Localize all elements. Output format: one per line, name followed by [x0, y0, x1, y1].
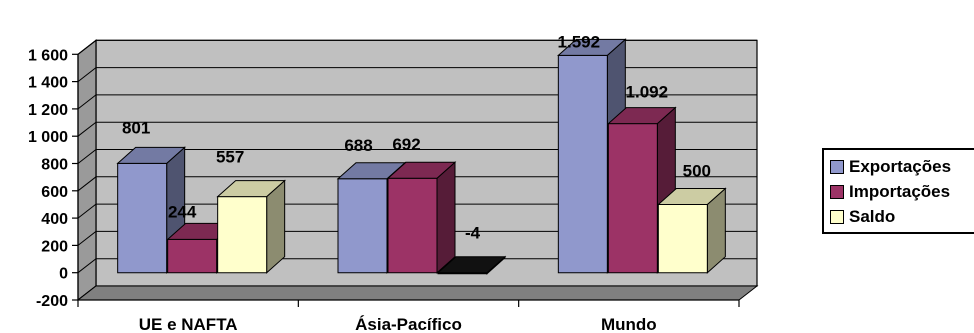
y-tick-label-6: 400: [41, 211, 68, 228]
legend-swatch-exportacoes: [830, 160, 844, 174]
bar-2-0-top: [557, 38, 627, 56]
legend-label-importacoes: Importações: [849, 182, 951, 201]
gridline-1: [77, 67, 757, 82]
gridline-7: [77, 230, 757, 246]
bar-1-1-front: [387, 177, 438, 274]
bar-2-1-front: [607, 123, 658, 274]
data-label-1-1: 692: [392, 135, 420, 154]
bar-0-2: [216, 179, 286, 274]
x-category-label-1: Ásia-Pacífico: [355, 315, 462, 333]
y-tick-label-9: -200: [36, 293, 68, 310]
bar-1-0-front: [337, 178, 388, 274]
data-label-1-2: -4: [465, 224, 481, 243]
bar-0-1-front: [167, 238, 218, 274]
data-label-0-1: 244: [168, 202, 197, 221]
y-tick-label-5: 600: [41, 184, 68, 201]
data-label-0-0: 801: [122, 118, 150, 137]
legend-label-exportacoes: Exportações: [849, 157, 952, 176]
gridline-2: [77, 94, 757, 110]
data-label-2-0: 1.592: [558, 32, 601, 51]
gridline-0: [77, 39, 757, 55]
y-tick-label-8: 0: [59, 266, 68, 283]
bar-0-0-front: [117, 162, 168, 274]
bar-1-1: [386, 161, 457, 274]
bar-2-0-front: [557, 54, 608, 274]
y-tick-label-2: 1 200: [28, 102, 68, 119]
bar-2-2-front: [657, 203, 708, 274]
data-label-1-0: 688: [344, 136, 372, 155]
x-category-label-2: Mundo: [601, 315, 657, 333]
bar-2-2: [657, 187, 727, 274]
bar-2-1-top: [607, 107, 677, 125]
gridline-8: [77, 258, 757, 274]
data-label-2-1: 1.092: [626, 83, 669, 102]
data-label-2-2: 500: [683, 161, 711, 180]
bar-1-1-side: [436, 161, 456, 274]
legend-label-saldo: Saldo: [849, 207, 896, 226]
gridline-5: [77, 176, 757, 192]
bar-1-2: [436, 255, 507, 275]
gridline-3: [77, 121, 757, 137]
gridline-6: [77, 203, 757, 219]
legend-swatch-saldo: [830, 210, 844, 224]
data-label-0-2: 557: [216, 148, 244, 167]
gridline-4: [77, 149, 757, 164]
bar-0-2-front: [217, 196, 268, 274]
bar-0-2-top: [216, 180, 286, 198]
y-tick-label-7: 200: [41, 238, 68, 255]
chart-floor: [76, 285, 759, 301]
legend-swatch-importacoes: [830, 185, 844, 199]
legend-item-exportacoes: Exportações: [830, 156, 951, 178]
y-tick-label-1: 1 400: [28, 75, 68, 92]
bar-0-0-top: [116, 146, 186, 164]
legend: Exportações Importações Saldo: [822, 148, 974, 234]
x-category-label-0: UE e NAFTA: [139, 315, 238, 333]
y-tick-label-4: 800: [41, 157, 68, 174]
y-tick-label-0: 1 600: [28, 47, 68, 64]
legend-item-saldo: Saldo: [830, 206, 895, 228]
bar-2-2-top: [657, 187, 727, 205]
bar-1-1-top: [386, 161, 457, 179]
y-tick-label-3: 1 000: [28, 129, 68, 146]
bar-1-2-top: [436, 256, 507, 274]
legend-item-importacoes: Importações: [830, 181, 950, 203]
